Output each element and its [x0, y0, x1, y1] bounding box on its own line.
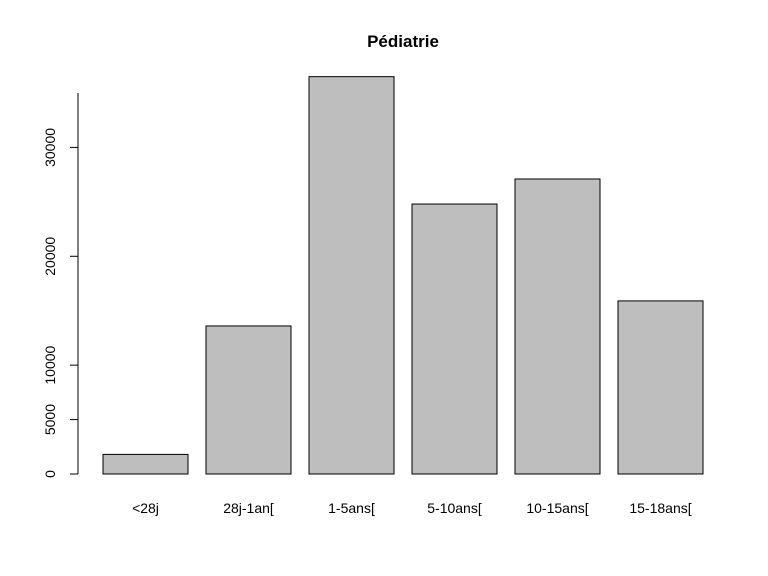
y-axis: 0 5000 10000 20000 30000 [42, 92, 79, 478]
y-tick-label: 0 [42, 470, 58, 478]
x-category-label: 10-15ans[ [526, 500, 588, 516]
bar-0 [102, 453, 189, 475]
bar-1 [205, 325, 292, 475]
bars [102, 76, 704, 475]
bar-4 [514, 178, 601, 475]
chart-title: Pédiatrie [367, 32, 439, 51]
bar-3 [411, 203, 498, 475]
y-tick-label: 5000 [42, 404, 58, 435]
y-tick-label: 30000 [42, 128, 58, 167]
x-axis-labels: <28j 28j-1an[ 1-5ans[ 5-10ans[ 10-15ans[ 15-1… [132, 500, 692, 516]
x-category-label: <28j [132, 500, 159, 516]
x-category-label: 1-5ans[ [328, 500, 375, 516]
bar-2 [308, 76, 395, 475]
bar-5 [617, 300, 704, 475]
x-category-label: 28j-1an[ [223, 500, 274, 516]
x-category-label: 5-10ans[ [427, 500, 482, 516]
y-tick-label: 10000 [42, 345, 58, 384]
y-tick-label: 20000 [42, 237, 58, 276]
x-category-label: 15-18ans[ [629, 500, 691, 516]
